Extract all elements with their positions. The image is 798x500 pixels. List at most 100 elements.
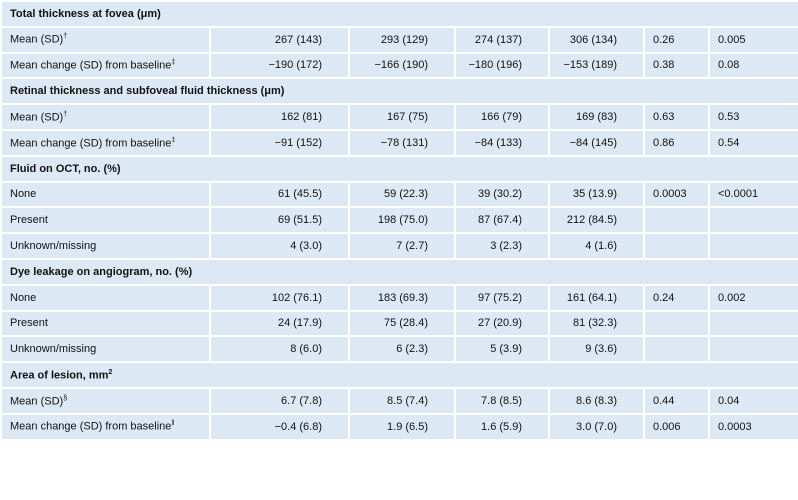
footnote-mark: ǁ [171,420,175,428]
p-value-cell [707,232,798,260]
value-cell: 4 (1.6) [548,232,645,260]
value-cell: 81 (32.3) [548,309,645,338]
p-value-cell: 0.08 [707,51,798,80]
cell-text: 161 (64.1) [566,291,617,304]
value-cell: 102 (76.1) [209,283,350,312]
value-cell: −153 (189) [548,51,645,80]
p-value-cell: <0.0001 [707,180,798,209]
footnote-mark: † [63,110,68,118]
row-label-cell: Mean change (SD) from baseline‡ [0,51,211,80]
data-row: Mean (SD)§ 6.7 (7.8) 8.5 (7.4) 7.8 (8.5) 8.6… [0,386,798,415]
p-value-cell: 0.53 [707,103,798,131]
p-value-cell [707,309,798,338]
cell-text: 1.9 (6.5) [387,420,428,433]
row-label-cell: Present [0,309,211,338]
value-cell: 161 (64.1) [548,283,645,312]
value-cell: 169 (83) [548,103,645,131]
data-row: None 102 (76.1) 183 (69.3) 97 (75.2) 161 (64… [0,283,798,312]
cell-text: 183 (69.3) [377,291,428,304]
cell-text: 0.53 [718,111,740,124]
value-cell: 27 (20.9) [454,309,550,338]
p-value-cell: 0.0003 [643,180,710,209]
cell-text: 75 (28.4) [383,317,428,330]
row-label: Mean (SD) [10,395,64,408]
cell-text: 306 (134) [569,33,617,46]
data-table: Total thickness at fovea (μm) Mean (SD)† 2… [0,0,798,441]
row-label-cell: Unknown/missing [0,335,211,364]
cell-text: 0.38 [653,59,675,72]
footnote-mark: † [63,33,68,41]
p-value-cell [643,309,710,338]
cell-text: 212 (84.5) [566,214,617,227]
value-cell: −0.4 (6.8) [209,412,350,441]
cell-text: 69 (51.5) [277,214,322,227]
cell-text: 39 (30.2) [477,188,522,201]
data-row: Mean change (SD) from baselineǁ −0.4 (6.8… [0,412,798,441]
p-value-cell: 0.0003 [707,412,798,441]
cell-text: 169 (83) [576,111,617,124]
cell-text: 0.86 [653,136,675,149]
p-value-cell: 0.006 [643,412,710,441]
value-cell: 69 (51.5) [209,206,350,235]
cell-text: 0.26 [653,33,675,46]
data-row: Mean change (SD) from baseline‡ −190 (172… [0,51,798,80]
section-row: Area of lesion, mm2 [0,361,798,389]
cell-text: 167 (75) [387,111,428,124]
value-cell: 6.7 (7.8) [209,386,350,415]
row-label-cell: None [0,283,211,312]
p-value-cell: 0.63 [643,103,710,131]
cell-text: 0.54 [718,136,740,149]
cell-text: −153 (189) [563,59,617,72]
data-row: Unknown/missing 8 (6.0) 6 (2.3) 5 (3.9) 9 (3… [0,335,798,364]
p-value-cell [707,206,798,235]
row-label: Mean (SD) [10,111,64,124]
value-cell: 274 (137) [454,25,550,54]
value-cell: −84 (145) [548,128,645,157]
value-cell: 3.0 (7.0) [548,412,645,441]
cell-text: 4 (1.6) [585,240,617,253]
value-cell: −91 (152) [209,128,350,157]
title-superscript: 2 [108,368,113,376]
cell-text: 0.0003 [718,420,752,433]
row-label: Mean change (SD) from baseline [10,420,172,433]
cell-text: 102 (76.1) [271,291,322,304]
value-cell: 7 (2.7) [348,232,456,260]
row-label: Unknown/missing [10,343,97,356]
footnote-mark: ‡ [171,59,176,67]
row-label: Mean (SD) [10,34,64,47]
value-cell: 162 (81) [209,103,350,131]
cell-text: −190 (172) [268,59,322,72]
cell-text: 6 (2.3) [396,343,428,356]
data-row: Unknown/missing 4 (3.0) 7 (2.7) 3 (2.3) 4 (1… [0,232,798,260]
cell-text: 97 (75.2) [477,291,522,304]
section-row: Retinal thickness and subfoveal fluid th… [0,77,798,106]
cell-text: 27 (20.9) [477,317,522,330]
value-cell: 212 (84.5) [548,206,645,235]
cell-text: 0.002 [718,291,746,304]
p-value-cell [643,206,710,235]
cell-text: 87 (67.4) [477,214,522,227]
cell-text: 61 (45.5) [277,188,322,201]
section-title: Retinal thickness and subfoveal fluid th… [10,85,285,98]
value-cell: 198 (75.0) [348,206,456,235]
value-cell: 59 (22.3) [348,180,456,209]
value-cell: −84 (133) [454,128,550,157]
value-cell: 4 (3.0) [209,232,350,260]
row-label: None [10,188,37,201]
cell-text: 0.44 [653,394,675,407]
cell-text: 8 (6.0) [290,343,322,356]
cell-text: 35 (13.9) [572,188,617,201]
cell-text: −180 (196) [468,59,522,72]
section-header: Dye leakage on angiogram, no. (%) [0,257,798,286]
value-cell: 1.9 (6.5) [348,412,456,441]
cell-text: 0.08 [718,59,740,72]
section-title: Area of lesion, mm [10,369,109,382]
cell-text: 293 (129) [380,33,428,46]
cell-text: −84 (145) [569,136,617,149]
cell-text: 8.5 (7.4) [387,394,428,407]
cell-text: 0.006 [653,420,681,433]
cell-text: 166 (79) [481,111,522,124]
value-cell: 75 (28.4) [348,309,456,338]
cell-text: 0.63 [653,111,675,124]
data-row: Mean change (SD) from baseline‡ −91 (152)… [0,128,798,157]
